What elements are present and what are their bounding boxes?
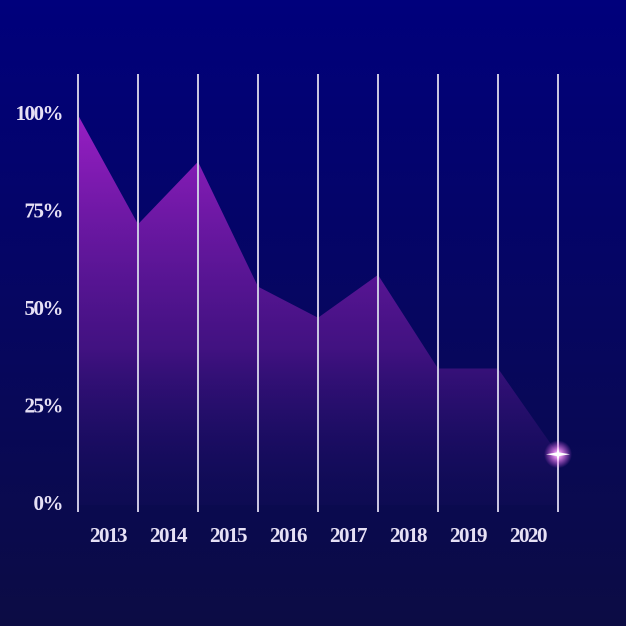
x-tick-label: 2020 [510, 523, 547, 547]
x-tick-label: 2019 [450, 523, 487, 547]
x-tick-label: 2016 [270, 523, 307, 547]
y-tick-label: 25% [25, 393, 63, 417]
highlight-star [546, 446, 570, 463]
y-tick-label: 100% [16, 101, 63, 125]
y-tick-label: 50% [25, 296, 63, 320]
x-tick-label: 2018 [390, 523, 427, 547]
y-tick-label: 0% [34, 491, 63, 515]
x-tick-label: 2017 [330, 523, 367, 547]
x-tick-label: 2013 [90, 523, 127, 547]
y-tick-label: 75% [25, 198, 63, 222]
x-tick-label: 2014 [150, 523, 188, 547]
x-tick-label: 2015 [210, 523, 247, 547]
